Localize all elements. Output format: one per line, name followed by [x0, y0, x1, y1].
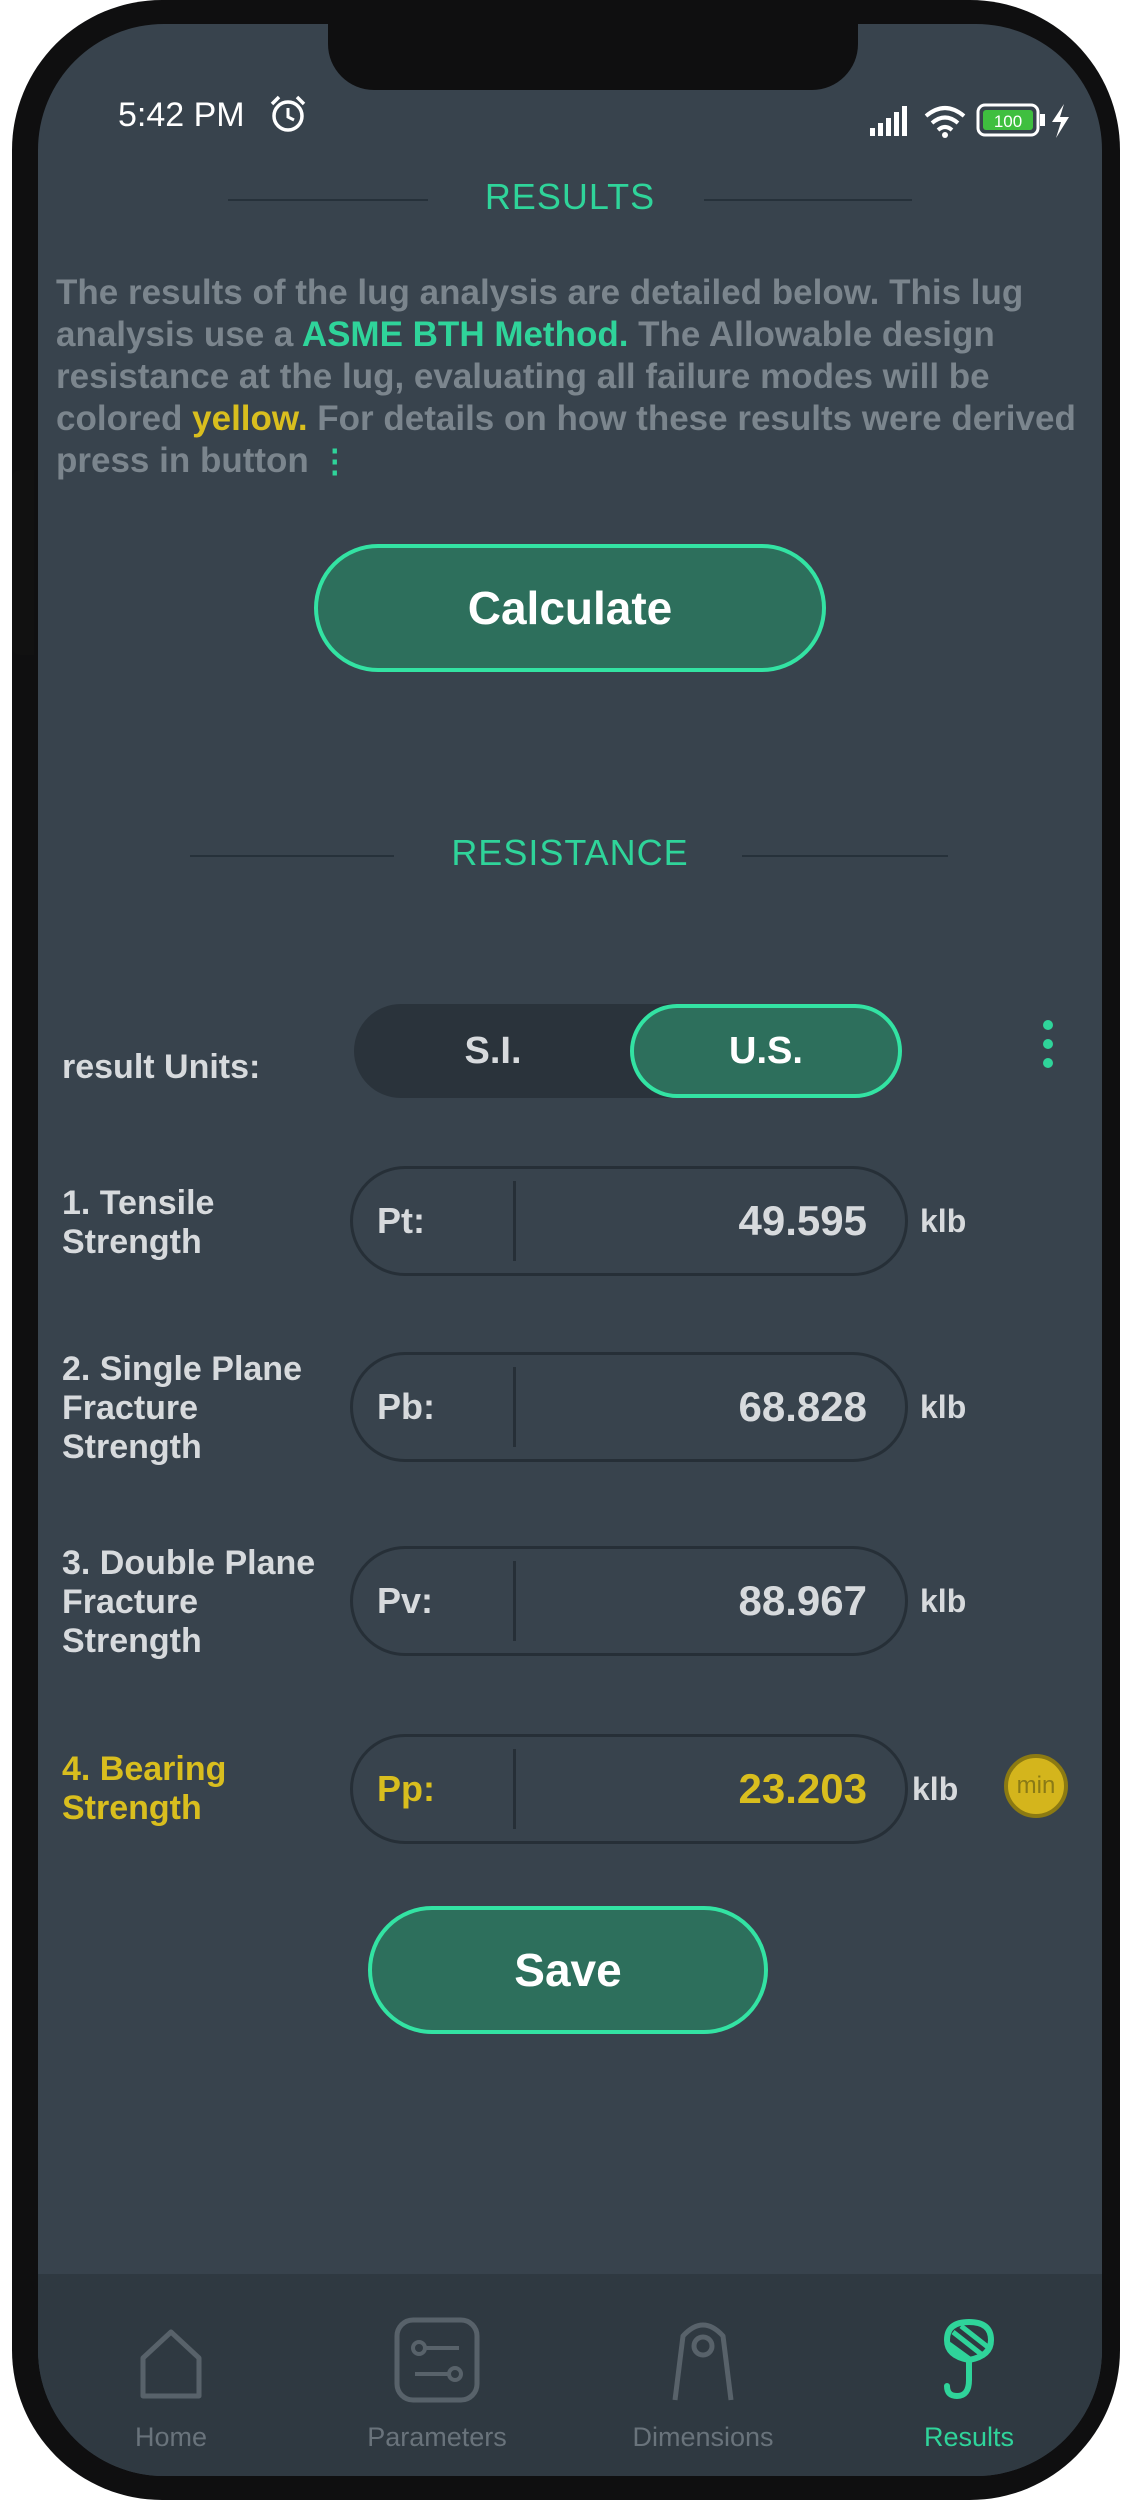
tab-label: Home — [134, 2422, 208, 2452]
battery-icon: 100 — [976, 103, 1045, 137]
more-options-icon[interactable] — [1038, 1020, 1058, 1080]
save-button[interactable]: Save — [368, 1906, 768, 2034]
result-row-double-plane: 3. Double Plane Fracture Strength Pv: 88… — [38, 1544, 1102, 1660]
header-line-left — [228, 199, 428, 201]
header-line-right — [704, 199, 912, 201]
sliders-icon — [394, 2317, 480, 2403]
units-option-si[interactable]: S.I. — [464, 1030, 522, 1072]
status-time: 5:42 PM — [118, 96, 245, 134]
result-field: Pt: 49.595 — [350, 1166, 908, 1276]
details-info-icon[interactable]: ⋮ — [318, 443, 351, 479]
phone-side-button — [12, 470, 34, 655]
result-label: 2. Single Plane Fracture Strength — [62, 1350, 302, 1466]
charging-icon — [1052, 104, 1069, 138]
result-value: 23.203 — [738, 1765, 867, 1812]
result-row-single-plane: 2. Single Plane Fracture Strength Pb: 68… — [38, 1350, 1102, 1466]
status-icons: 100 — [870, 103, 1069, 138]
tab-dimensions[interactable]: Dimensions — [570, 2274, 836, 2476]
method-name: ASME BTH Method. — [301, 315, 629, 354]
result-label: 3. Double Plane Fracture Strength — [62, 1544, 316, 1660]
result-label: 4. Bearing Strength — [62, 1750, 227, 1827]
field-divider — [513, 1749, 516, 1829]
min-badge: min — [1004, 1754, 1068, 1818]
tab-parameters[interactable]: Parameters — [304, 2274, 570, 2476]
tab-label: Results — [923, 2422, 1015, 2452]
highlight-color-word: yellow. — [192, 399, 308, 438]
result-unit: klb — [920, 1389, 967, 1425]
home-icon — [140, 2329, 202, 2399]
field-divider — [513, 1367, 516, 1447]
tab-label: Parameters — [367, 2422, 507, 2452]
tab-label: Dimensions — [632, 2422, 774, 2452]
field-divider — [513, 1561, 516, 1641]
results-description: The results of the lug analysis are deta… — [56, 272, 1076, 482]
hook-icon — [943, 2318, 995, 2400]
results-title: RESULTS — [484, 176, 656, 217]
header-line-right — [742, 855, 948, 857]
description-text: For details on how these results were de… — [56, 399, 1076, 480]
signal-icon — [870, 106, 907, 136]
alarm-icon — [270, 95, 306, 132]
header-line-left — [190, 855, 394, 857]
units-toggle[interactable]: S.I. U.S. — [354, 1004, 902, 1098]
result-unit: klb — [920, 1203, 967, 1239]
description-text: The results of the lug analysis are deta… — [56, 273, 1024, 354]
result-field: Pp: 23.203 — [350, 1734, 908, 1844]
result-row-tensile: 1. Tensile Strength Pt: 49.595 klb — [38, 1166, 1102, 1278]
tab-results[interactable]: Results — [836, 2274, 1102, 2476]
result-symbol: Pb: — [377, 1386, 435, 1427]
result-field: Pb: 68.828 — [350, 1352, 908, 1462]
calculate-button[interactable]: Calculate — [314, 544, 826, 672]
description-text: The Allowable design resistance at the l… — [56, 315, 995, 438]
lug-icon — [672, 2322, 734, 2401]
result-label: 1. Tensile Strength — [62, 1184, 215, 1261]
result-units-label: result Units: — [62, 1048, 261, 1086]
resistance-title: RESISTANCE — [451, 832, 689, 873]
battery-level: 100 — [994, 112, 1022, 131]
result-unit: klb — [920, 1583, 967, 1619]
units-option-us[interactable]: U.S. — [630, 1004, 902, 1098]
result-symbol: Pt: — [377, 1200, 425, 1241]
result-unit: klb — [912, 1771, 959, 1807]
bottom-tab-bar: Home Parameters Dimensions — [38, 2274, 1102, 2476]
result-symbol: Pp: — [377, 1768, 435, 1809]
result-value: 68.828 — [738, 1383, 867, 1430]
results-header: RESULTS — [38, 170, 1102, 230]
result-symbol: Pv: — [377, 1580, 434, 1621]
result-field: Pv: 88.967 — [350, 1546, 908, 1656]
wifi-icon — [924, 106, 966, 132]
tab-home[interactable]: Home — [38, 2274, 304, 2476]
result-row-bearing: 4. Bearing Strength Pp: 23.203 klb min — [38, 1734, 1102, 1846]
result-value: 49.595 — [738, 1197, 867, 1244]
resistance-header: RESISTANCE — [38, 826, 1102, 886]
phone-notch — [328, 24, 858, 90]
field-divider — [513, 1181, 516, 1261]
result-value: 88.967 — [738, 1577, 867, 1624]
app-screen: 5:42 PM 100 RESULTS The results of — [38, 24, 1102, 2476]
